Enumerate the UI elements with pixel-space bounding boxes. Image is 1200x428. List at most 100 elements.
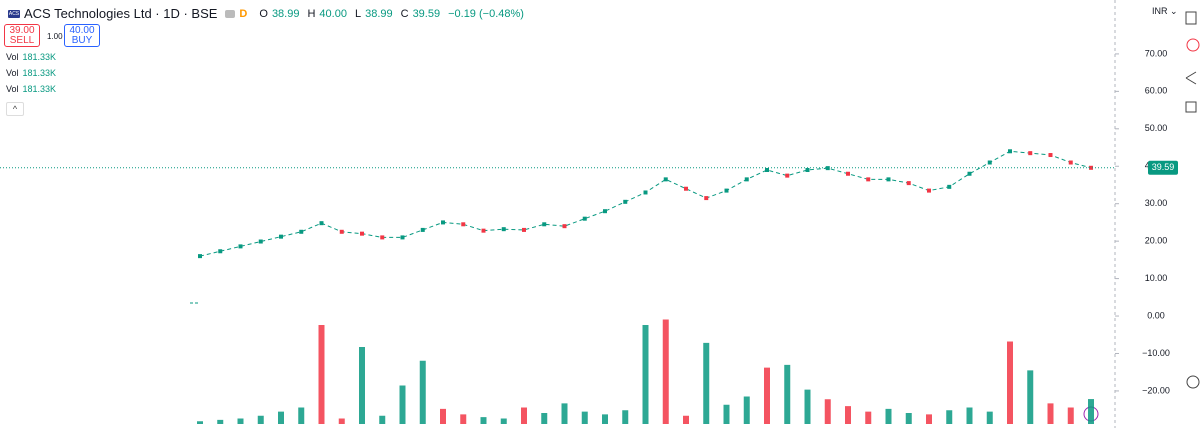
- volume-bar: [743, 396, 750, 424]
- candle: [846, 171, 850, 176]
- candle: [744, 177, 749, 182]
- volume-label: Vol: [6, 84, 19, 94]
- volume-bar: [784, 364, 791, 424]
- volume-bar: [824, 399, 831, 424]
- volume-bar: [986, 411, 993, 424]
- volume-bar: [197, 421, 203, 424]
- candle: [684, 186, 688, 191]
- volume-row: Vol 181.33K: [6, 84, 56, 94]
- candle: [1028, 151, 1033, 156]
- volume-bar: [318, 325, 325, 424]
- candle: [562, 224, 567, 229]
- ohlc-label: L: [354, 7, 362, 20]
- candle: [765, 168, 769, 173]
- candle: [400, 235, 405, 240]
- volume-bar: [1007, 341, 1013, 424]
- ohlc-value: 39.59: [412, 7, 441, 20]
- toolbar-icon[interactable]: [1185, 11, 1197, 25]
- last-price-badge: [1148, 160, 1178, 175]
- y-tick-label: 0.00: [1147, 310, 1165, 320]
- volume-bar: [723, 404, 730, 424]
- buy-button[interactable]: 40.00 BUY: [64, 24, 100, 47]
- volume-bar: [865, 411, 872, 424]
- volume-bar: [541, 413, 548, 424]
- ohlc-value: 38.99: [365, 7, 393, 20]
- volume-bar: [1047, 403, 1054, 424]
- toolbar-icon[interactable]: [1185, 71, 1197, 85]
- volume-bar: [237, 418, 244, 424]
- ohlc-label: O: [259, 7, 268, 20]
- volume-bar: [399, 385, 406, 424]
- volume-bar: [642, 325, 649, 424]
- candle: [866, 177, 871, 182]
- candle: [704, 196, 709, 201]
- candle: [886, 177, 891, 182]
- volume-bar: [521, 407, 527, 424]
- quantity[interactable]: 1.00: [47, 32, 63, 41]
- candle: [542, 222, 547, 227]
- candle: [623, 199, 628, 204]
- candle: [339, 229, 344, 234]
- y-tick-label: −10.00: [1142, 348, 1170, 358]
- candle: [643, 190, 648, 195]
- volume-bar: [602, 414, 608, 424]
- volume-bar: [257, 415, 264, 424]
- volume-bar: [1027, 370, 1034, 424]
- candle: [987, 160, 992, 165]
- toolbar-icon[interactable]: [1186, 375, 1200, 389]
- volume-bar: [966, 407, 973, 424]
- candle: [461, 222, 466, 227]
- y-tick-label: 50.00: [1145, 123, 1168, 133]
- volume-bar: [703, 342, 710, 424]
- candle: [967, 171, 972, 176]
- volume-bar: [338, 418, 345, 424]
- ohlc-value: 38.99: [271, 7, 300, 20]
- volume-bar: [1067, 407, 1074, 424]
- volume-label: Vol: [6, 52, 19, 62]
- candle: [522, 227, 526, 232]
- volume-value: 181.33K: [22, 68, 57, 78]
- candle: [238, 244, 243, 249]
- volume-bar: [298, 407, 305, 424]
- candle: [927, 188, 931, 193]
- candle: [279, 234, 283, 239]
- candle: [947, 184, 952, 189]
- volume-bar: [622, 410, 629, 424]
- interval-badge: D: [239, 7, 248, 20]
- candle: [603, 209, 607, 214]
- candle: [299, 229, 304, 234]
- volume-label: Vol: [6, 68, 19, 78]
- candle: [805, 168, 810, 173]
- candle: [724, 188, 729, 193]
- sell-button[interactable]: 39.00 SELL: [4, 24, 40, 47]
- candle: [380, 235, 385, 240]
- side-toolbar: [1185, 11, 1200, 389]
- y-tick-label: 10.00: [1145, 273, 1168, 283]
- candle: [1089, 165, 1093, 170]
- candle: [906, 181, 911, 186]
- currency[interactable]: INR ⌄: [1152, 6, 1178, 16]
- volume-bar: [926, 414, 932, 424]
- candle: [481, 228, 486, 233]
- visibility-toggle[interactable]: [225, 9, 236, 18]
- volume-row: Vol 181.33K: [6, 52, 56, 62]
- volume-bar: [581, 411, 588, 424]
- candle: [1048, 153, 1053, 158]
- volume-bar: [440, 408, 446, 424]
- volume-bar: [359, 347, 365, 424]
- volume-bar: [278, 411, 284, 424]
- volume-bar: [1088, 399, 1094, 424]
- candle: [319, 221, 324, 226]
- volume-bar: [885, 408, 892, 424]
- volume-row: Vol 181.33K: [6, 68, 56, 78]
- collapse-button[interactable]: ^: [6, 102, 24, 116]
- volume-bar: [460, 414, 467, 424]
- sell-label: SELL: [9, 35, 35, 46]
- volume-bar: [905, 413, 912, 424]
- volume-value: 181.33K: [22, 84, 57, 94]
- volume-bar: [217, 419, 224, 424]
- symbol-title[interactable]: ACS Technologies Ltd · 1D · BSE: [24, 6, 218, 21]
- toolbar-icon[interactable]: [1185, 101, 1197, 113]
- toolbar-icon[interactable]: [1186, 38, 1200, 52]
